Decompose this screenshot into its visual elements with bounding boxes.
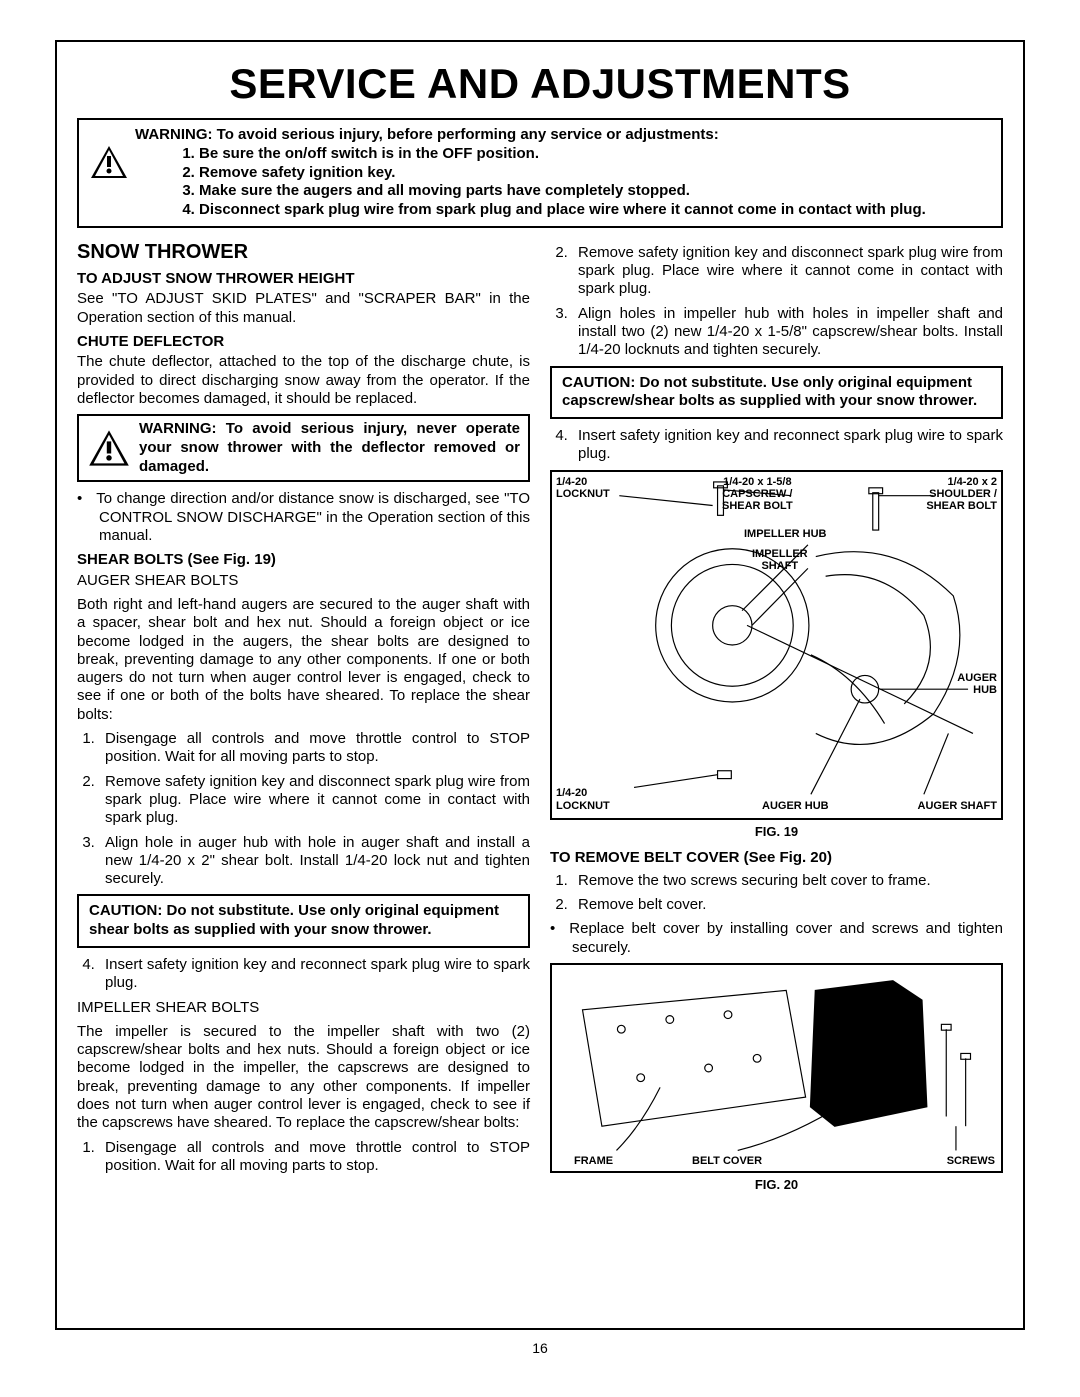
fig-label: BELT COVER <box>692 1155 762 1167</box>
page-title: SERVICE AND ADJUSTMENTS <box>57 60 1023 108</box>
list-item: Remove belt cover. <box>572 896 1003 914</box>
warning-lead: WARNING: To avoid serious injury, before… <box>135 126 991 145</box>
figure-19: 1/4-20LOCKNUT 1/4-20 x 1-5/8CAPSCREW /SH… <box>550 470 1003 820</box>
fig-label: 1/4-20LOCKNUT <box>556 787 610 811</box>
list-item: Remove the two screws securing belt cove… <box>572 872 1003 890</box>
paragraph: The chute deflector, attached to the top… <box>77 353 530 408</box>
fig20-diagram <box>558 971 995 1165</box>
figure-20: FRAME BELT COVER SCREWS <box>550 963 1003 1173</box>
left-column: SNOW THROWER TO ADJUST SNOW THROWER HEIG… <box>77 240 530 1203</box>
warning-item: Disconnect spark plug wire from spark pl… <box>199 201 991 220</box>
section-heading: SNOW THROWER <box>77 240 530 264</box>
figure-caption: FIG. 19 <box>550 824 1003 840</box>
paragraph: The impeller is secured to the impeller … <box>77 1023 530 1133</box>
ordered-list: Disengage all controls and move throttle… <box>99 1139 530 1176</box>
list-item: Align hole in auger hub with hole in aug… <box>99 834 530 889</box>
right-column: Remove safety ignition key and disconnec… <box>550 240 1003 1203</box>
fig-label: AUGER HUB <box>762 800 829 812</box>
bullet: Replace belt cover by installing cover a… <box>572 920 1003 957</box>
fig-label: FRAME <box>574 1155 613 1167</box>
subheading: TO ADJUST SNOW THROWER HEIGHT <box>77 270 530 288</box>
fig-label: 1/4-20 x 1-5/8CAPSCREW /SHEAR BOLT <box>722 476 793 512</box>
warning-icon <box>87 428 131 468</box>
ordered-list: Remove the two screws securing belt cove… <box>572 872 1003 915</box>
ordered-list: Insert safety ignition key and reconnect… <box>572 427 1003 464</box>
sub-subheading: AUGER SHEAR BOLTS <box>77 572 530 590</box>
page-border: SERVICE AND ADJUSTMENTS WARNING: To avoi… <box>55 40 1025 1330</box>
list-item: Insert safety ignition key and reconnect… <box>99 956 530 993</box>
ordered-list: Disengage all controls and move throttle… <box>99 730 530 888</box>
page-number: 16 <box>57 1340 1023 1356</box>
ordered-list: Insert safety ignition key and reconnect… <box>99 956 530 993</box>
warning-item: Remove safety ignition key. <box>199 164 991 183</box>
caution-box: CAUTION: Do not substitute. Use only ori… <box>550 366 1003 420</box>
fig-label: 1/4-20 x 2SHOULDER /SHEAR BOLT <box>926 476 997 512</box>
warning-list: Be sure the on/off switch is in the OFF … <box>191 145 991 220</box>
warning-item: Be sure the on/off switch is in the OFF … <box>199 145 991 164</box>
top-warning-box: WARNING: To avoid serious injury, before… <box>77 118 1003 228</box>
list-item: Disengage all controls and move throttle… <box>99 730 530 767</box>
fig-label: AUGERHUB <box>957 672 997 696</box>
ordered-list: Remove safety ignition key and disconnec… <box>572 244 1003 360</box>
fig-label: IMPELLERSHAFT <box>752 548 808 572</box>
sub-subheading: IMPELLER SHEAR BOLTS <box>77 999 530 1017</box>
list-item: Align holes in impeller hub with holes i… <box>572 305 1003 360</box>
bullet: To change direction and/or distance snow… <box>99 490 530 545</box>
fig-label: IMPELLER HUB <box>744 528 827 540</box>
subheading: TO REMOVE BELT COVER (See Fig. 20) <box>550 849 1003 867</box>
fig-label: SCREWS <box>947 1155 995 1167</box>
subheading: SHEAR BOLTS (See Fig. 19) <box>77 551 530 569</box>
deflector-warning-box: WARNING: To avoid serious injury, never … <box>77 414 530 482</box>
list-item: Insert safety ignition key and reconnect… <box>572 427 1003 464</box>
warning-text: WARNING: To avoid serious injury, never … <box>139 420 520 476</box>
list-item: Remove safety ignition key and disconnec… <box>99 773 530 828</box>
fig-label: AUGER SHAFT <box>918 800 997 812</box>
fig-label: 1/4-20LOCKNUT <box>556 476 610 500</box>
figure-caption: FIG. 20 <box>550 1177 1003 1193</box>
list-item: Disengage all controls and move throttle… <box>99 1139 530 1176</box>
warning-item: Make sure the augers and all moving part… <box>199 182 991 201</box>
list-item: Remove safety ignition key and disconnec… <box>572 244 1003 299</box>
subheading: CHUTE DEFLECTOR <box>77 333 530 351</box>
paragraph: Both right and left-hand augers are secu… <box>77 596 530 724</box>
warning-icon <box>89 144 129 180</box>
columns: SNOW THROWER TO ADJUST SNOW THROWER HEIG… <box>57 236 1023 1203</box>
paragraph: See "TO ADJUST SKID PLATES" and "SCRAPER… <box>77 290 530 327</box>
caution-box: CAUTION: Do not substitute. Use only ori… <box>77 894 530 948</box>
